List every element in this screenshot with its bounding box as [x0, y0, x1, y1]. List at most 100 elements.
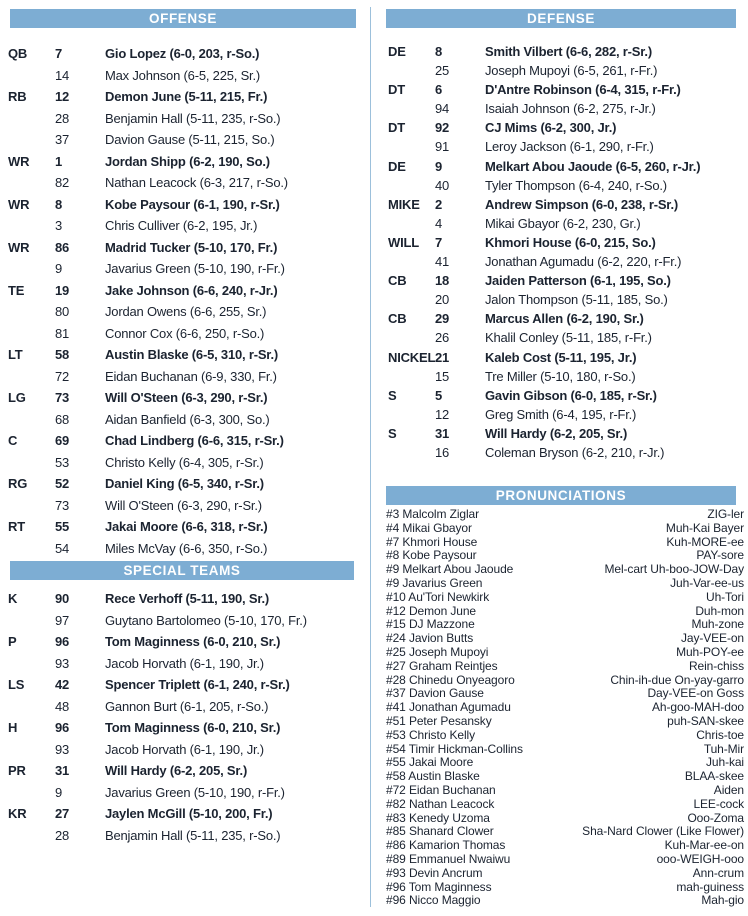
defense-row: 25 Joseph Mupoyi (6-5, 261, r-Fr.) [380, 61, 748, 80]
defense-row: CB 18 Jaiden Patterson (6-1, 195, So.) [380, 271, 748, 290]
pronunciations-section-header: PRONUNCIATIONS [386, 486, 736, 505]
pronunciation-text: Aiden [713, 782, 744, 797]
jersey-number: 93 [55, 655, 70, 671]
offense-row: 9 Javarius Green (5-10, 190, r-Fr.) [0, 258, 368, 280]
player-name: Connor Cox (6-6, 250, r-So.) [105, 325, 265, 341]
defense-row: 4 Mikai Gbayor (6-2, 230, Gr.) [380, 214, 748, 233]
pronunciation-text: Chin-ih-due On-yay-garro [610, 672, 744, 687]
defense-row: 26 Khalil Conley (5-11, 185, r-Fr.) [380, 328, 748, 347]
position-label: RG [8, 476, 28, 491]
offense-row: WR 8 Kobe Paysour (6-1, 190, r-Sr.) [0, 194, 368, 216]
pronunciation-row: #53 Christo Kelly Chris-toe [386, 727, 744, 743]
player-name: Gio Lopez (6-0, 203, r-So.) [105, 46, 260, 61]
offense-row: TE 19 Jake Johnson (6-6, 240, r-Jr.) [0, 280, 368, 302]
position-label: DT [388, 120, 405, 136]
player-name: Gannon Burt (6-1, 205, r-So.) [105, 698, 269, 714]
offense-row: RB 12 Demon June (5-11, 215, Fr.) [0, 86, 368, 108]
jersey-number: 48 [55, 698, 70, 714]
pronunciation-text: Jay-VEE-on [680, 631, 744, 646]
player-name: Greg Smith (6-4, 195, r-Fr.) [485, 406, 637, 422]
pronunciation-text: Rein-chiss [688, 658, 744, 673]
player-name: Isaiah Johnson (6-2, 275, r-Jr.) [485, 101, 656, 117]
player-name: Melkart Abou Jaoude (6-5, 260, r-Jr.) [485, 158, 701, 174]
position-label: DE [388, 158, 406, 174]
player-name: Jacob Horvath (6-1, 190, Jr.) [105, 741, 264, 757]
pronunciation-row: #41 Jonathan Agumadu Ah-goo-MAH-doo [386, 700, 744, 715]
player-name: Will Hardy (6-2, 205, Sr.) [105, 763, 248, 778]
position-label: RB [8, 89, 27, 104]
special-teams-row: LS 42 Spencer Triplett (6-1, 240, r-Sr.) [0, 674, 368, 696]
position-label: TE [8, 282, 25, 298]
jersey-number: 90 [55, 591, 70, 606]
pronunciation-row: #8 Kobe Paysour PAY-sore [386, 549, 744, 563]
jersey-number: 8 [55, 196, 63, 212]
position-label: RT [8, 519, 25, 534]
position-label: DT [388, 82, 405, 98]
pronunciation-text: puh-SAN-skee [667, 713, 744, 728]
position-label: WR [8, 153, 30, 169]
offense-row: 82 Nathan Leacock (6-3, 217, r-So.) [0, 172, 368, 194]
defense-row: CB 29 Marcus Allen (6-2, 190, Sr.) [380, 309, 748, 328]
defense-row: 94 Isaiah Johnson (6-2, 275, r-Jr.) [380, 99, 748, 118]
jersey-number: 7 [435, 234, 443, 250]
pronunciation-player-name: #89 Emmanuel Nwaiwu [386, 851, 511, 866]
player-name: Madrid Tucker (5-10, 170, Fr.) [105, 239, 278, 255]
offense-row: LT 58 Austin Blaske (6-5, 310, r-Sr.) [0, 344, 368, 366]
pronunciation-player-name: #41 Jonathan Agumadu [386, 700, 511, 715]
player-name: Nathan Leacock (6-3, 217, r-So.) [105, 175, 288, 190]
pronunciation-row: #55 Jakai Moore Juh-kai [386, 756, 744, 770]
jersey-number: 9 [55, 784, 63, 800]
pronunciation-player-name: #12 Demon June [386, 603, 476, 618]
player-name: Khalil Conley (5-11, 185, r-Fr.) [485, 330, 652, 346]
position-label: K [8, 591, 18, 606]
jersey-number: 86 [55, 239, 70, 255]
defense-row: 16 Coleman Bryson (6-2, 210, r-Jr.) [380, 443, 748, 462]
player-name: Javarius Green (5-10, 190, r-Fr.) [105, 784, 285, 800]
pronunciation-player-name: #53 Christo Kelly [386, 727, 476, 742]
offense-row: C 69 Chad Lindberg (6-6, 315, r-Sr.) [0, 430, 368, 452]
jersey-number: 14 [55, 67, 70, 83]
jersey-number: 53 [55, 454, 70, 470]
player-name: Javarius Green (5-10, 190, r-Fr.) [105, 261, 285, 276]
jersey-number: 28 [55, 110, 70, 126]
special-teams-row: 48 Gannon Burt (6-1, 205, r-So.) [0, 696, 368, 718]
player-name: Jaiden Patterson (6-1, 195, So.) [485, 273, 671, 289]
position-label: P [8, 634, 17, 649]
pronunciation-text: Ah-goo-MAH-doo [652, 700, 744, 715]
offense-row: RG 52 Daniel King (6-5, 340, r-Sr.) [0, 473, 368, 495]
jersey-number: 31 [435, 425, 450, 441]
player-name: Demon June (5-11, 215, Fr.) [105, 89, 268, 104]
player-name: Eidan Buchanan (6-9, 330, Fr.) [105, 368, 277, 384]
jersey-number: 20 [435, 292, 450, 308]
offense-row: 72 Eidan Buchanan (6-9, 330, Fr.) [0, 366, 368, 388]
jersey-number: 52 [55, 476, 70, 491]
jersey-number: 31 [55, 763, 70, 778]
jersey-number: 96 [55, 634, 70, 649]
pronunciation-player-name: #9 Javarius Green [386, 575, 483, 590]
jersey-number: 7 [55, 46, 63, 61]
player-name: Jalon Thompson (5-11, 185, So.) [485, 292, 668, 308]
jersey-number: 73 [55, 390, 70, 405]
player-name: Tyler Thompson (6-4, 240, r-So.) [485, 177, 667, 193]
jersey-number: 93 [55, 741, 70, 757]
pronunciation-row: #83 Kenedy Uzoma Ooo-Zoma [386, 811, 744, 826]
pronunciation-text: Tuh-Mir [703, 741, 744, 756]
pronunciation-text: Muh-POY-ee [676, 644, 744, 659]
defense-row: DE 9 Melkart Abou Jaoude (6-5, 260, r-Jr.) [380, 157, 748, 176]
offense-row: WR 1 Jordan Shipp (6-2, 190, So.) [0, 151, 368, 173]
player-name: Khmori House (6-0, 215, So.) [485, 234, 656, 250]
pronunciation-player-name: #15 DJ Mazzone [386, 617, 475, 632]
player-name: Smith Vilbert (6-6, 282, r-Sr.) [485, 44, 652, 59]
jersey-number: 40 [435, 177, 450, 193]
pronunciation-row: #96 Tom Maginness mah-guiness [386, 880, 744, 895]
column-divider [370, 7, 371, 907]
pronunciation-player-name: #58 Austin Blaske [386, 769, 480, 784]
player-name: Tom Maginness (6-0, 210, Sr.) [105, 720, 281, 735]
jersey-number: 69 [55, 433, 70, 448]
player-name: Jacob Horvath (6-1, 190, Jr.) [105, 655, 264, 671]
pronunciation-row: #9 Melkart Abou Jaoude Mel-cart Uh-boo-JO… [386, 562, 744, 577]
defense-row: 91 Leroy Jackson (6-1, 290, r-Fr.) [380, 137, 748, 156]
pronunciation-row: #93 Devin Ancrum Ann-crum [386, 866, 744, 881]
pronunciation-text: Day-VEE-on Goss [647, 686, 744, 701]
jersey-number: 9 [55, 261, 63, 276]
